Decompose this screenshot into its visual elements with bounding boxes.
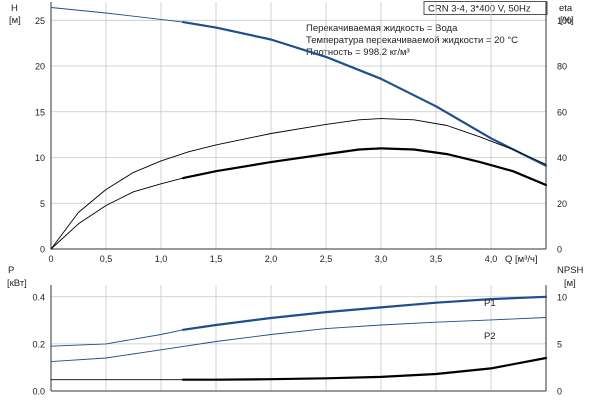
x-tick-label: 3,5	[430, 254, 443, 264]
top-series-curve-1	[181, 21, 548, 167]
x-tick-label: 4,0	[485, 254, 498, 264]
bottom-series-curve-0	[50, 329, 184, 347]
head-efficiency-plot: 0 5 10 15 20 25 0 20 40 60 80 100 0 0,5 1,0 1,5 2,0 2,5 3,…	[35, 2, 572, 264]
x-tick-label: 0,5	[100, 254, 113, 264]
top-right-tick-label: 20	[557, 199, 567, 209]
top-series-curve-0	[50, 7, 184, 23]
bottom-series-curve-4	[181, 356, 548, 381]
top-left-tick-label: 0	[40, 245, 45, 255]
h-axis-title: H	[11, 3, 18, 14]
top-series-curve-4	[181, 147, 548, 187]
model-box	[423, 1, 548, 15]
top-right-tick-label: 60	[557, 107, 567, 117]
p2-curve-label: P2	[484, 331, 496, 342]
power-npsh-plot: 0.0 0.2 0.4 0 5 10	[32, 285, 567, 397]
x-tick-label: 1,0	[155, 254, 168, 264]
top-left-tick-label: 15	[35, 107, 45, 117]
q-axis-title: Q [м³/ч]	[505, 254, 538, 265]
top-left-tick-label: 5	[40, 199, 45, 209]
top-left-tick-label: 20	[35, 62, 45, 72]
x-tick-label: 1,5	[210, 254, 223, 264]
top-right-tick-label: 80	[557, 62, 567, 72]
top-series-curve-3	[50, 177, 184, 250]
bottom-left-tick-label: 0.0	[32, 387, 45, 397]
bottom-right-tick-label: 0	[557, 387, 562, 397]
note-temperature: Температура перекачиваемой жидкости = 20…	[306, 35, 518, 46]
x-tick-label: 2,5	[320, 254, 333, 264]
top-right-tick-label: 40	[557, 153, 567, 163]
npsh-axis-unit: [м]	[564, 278, 576, 289]
x-tick-label: 2,0	[265, 254, 278, 264]
top-series-curve-2	[50, 118, 547, 250]
x-tick-label: 0	[48, 254, 53, 264]
h-axis-unit: [м]	[9, 15, 21, 26]
top-right-tick-label: 100	[557, 16, 572, 26]
bottom-series-curve-2	[50, 317, 547, 363]
bottom-left-tick-label: 0.4	[32, 292, 45, 302]
p-axis-title: P	[8, 265, 14, 276]
top-left-tick-label: 10	[35, 153, 45, 163]
note-liquid: Перекачиваемая жидкость = Вода	[306, 23, 458, 34]
eta-axis-title: eta	[559, 3, 573, 14]
note-density: Плотность = 998.2 кг/м³	[306, 47, 410, 58]
model-label: CRN 3-4, 3*400 V, 50Hz	[428, 4, 531, 15]
p1-curve-label: P1	[484, 298, 496, 309]
eta-axis-unit: [%]	[560, 15, 574, 26]
x-tick-label: 3,0	[375, 254, 388, 264]
top-right-tick-label: 0	[557, 245, 562, 255]
bottom-right-tick-label: 5	[557, 339, 562, 349]
bottom-series-curve-1	[181, 295, 548, 331]
npsh-axis-title: NPSH	[557, 265, 584, 276]
p-axis-unit: [кВт]	[7, 278, 27, 289]
top-left-tick-label: 25	[35, 16, 45, 26]
bottom-left-tick-label: 0.2	[32, 339, 45, 349]
bottom-right-tick-label: 10	[557, 292, 567, 302]
